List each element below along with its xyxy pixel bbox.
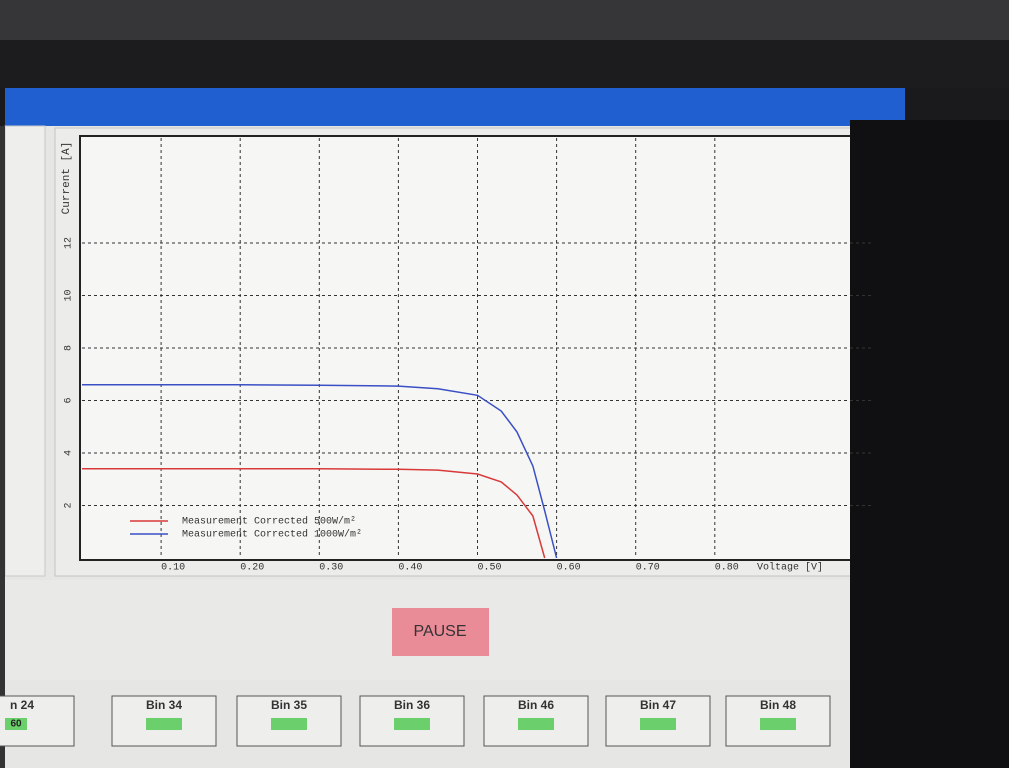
series-line	[82, 468, 546, 559]
bezel-left	[0, 126, 5, 768]
x-tick-label: 0.50	[477, 563, 501, 574]
bin-indicator	[640, 718, 676, 730]
side-panel	[4, 125, 46, 577]
bin-indicator	[760, 718, 796, 730]
x-tick-label: 0.80	[715, 563, 739, 574]
x-tick-label: 0.10	[161, 563, 185, 574]
x-tick-label: 0.20	[240, 563, 264, 574]
bin-label: Bin 34	[146, 698, 182, 712]
x-tick-label: 0.60	[557, 563, 581, 574]
bezel-right	[850, 120, 1009, 768]
x-tick-label: 0.40	[398, 563, 422, 574]
x-tick-label: 0.30	[319, 563, 343, 574]
bin-indicator	[146, 718, 182, 730]
bin-label: Bin 47	[640, 698, 676, 712]
bezel-top	[0, 0, 1009, 88]
bin-indicator	[394, 718, 430, 730]
pause-label[interactable]: PAUSE	[413, 623, 466, 640]
bin-label: Bin 35	[271, 698, 307, 712]
legend-label: Measurement Corrected 500W/m²	[182, 516, 356, 528]
bin-label: Bin 48	[760, 698, 796, 712]
x-axis-label: Voltage [V]	[757, 562, 823, 574]
bin-indicator	[518, 718, 554, 730]
bin-label: n 24	[10, 698, 34, 712]
legend-label: Measurement Corrected 1000W/m²	[182, 529, 362, 541]
bin-label: Bin 46	[518, 698, 554, 712]
y-tick-label: 4	[64, 450, 75, 456]
bin-indicator	[271, 718, 307, 730]
series-line	[82, 384, 558, 559]
title-bar	[5, 88, 905, 126]
y-axis-label: Current [A]	[61, 142, 73, 215]
bin-label: Bin 36	[394, 698, 430, 712]
y-tick-label: 10	[64, 289, 75, 301]
y-tick-label: 6	[64, 397, 75, 403]
y-tick-label: 8	[64, 345, 75, 351]
bin-indicator	[5, 718, 27, 730]
bin-value: 60	[10, 719, 22, 730]
x-tick-label: 0.70	[636, 563, 660, 574]
y-tick-label: 2	[64, 502, 75, 508]
y-tick-label: 12	[64, 237, 75, 249]
pause-button[interactable]	[392, 608, 489, 656]
